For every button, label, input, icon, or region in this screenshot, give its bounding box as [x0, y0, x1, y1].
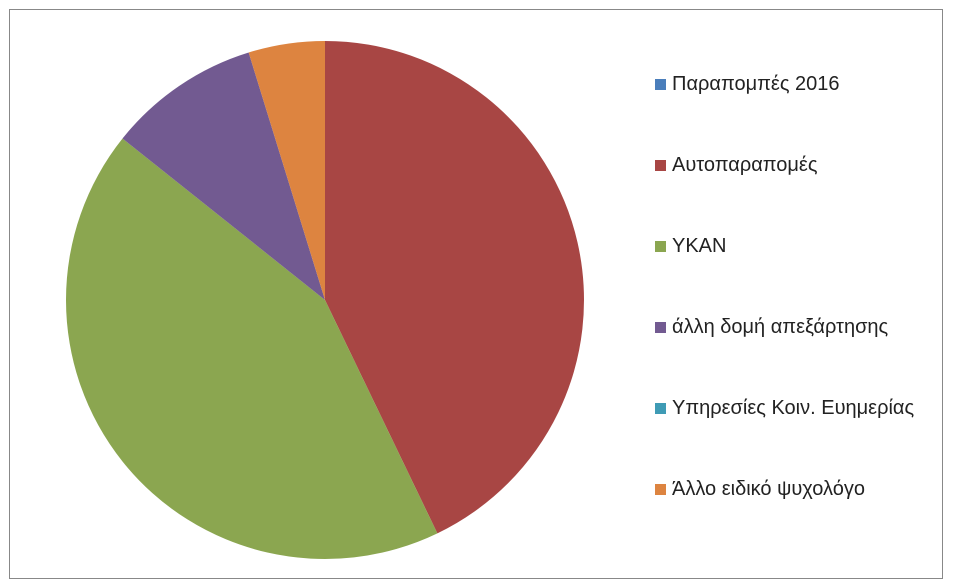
legend-swatch	[655, 160, 666, 171]
pie-slice	[65, 138, 438, 560]
legend-label: ΥΚΑΝ	[672, 235, 727, 257]
legend-swatch	[655, 403, 666, 414]
legend-item: άλλη δομή απεξάρτησης	[655, 312, 940, 342]
legend-item: Παραπομπές 2016	[655, 69, 940, 99]
legend-swatch	[655, 484, 666, 495]
legend-label: Υπηρεσίες Κοιν. Ευημερίας	[672, 397, 915, 419]
pie-slice	[325, 41, 585, 534]
pie-slice	[122, 52, 325, 301]
chart-frame	[9, 9, 943, 579]
pie-slice	[248, 41, 325, 300]
legend-item: Άλλο ειδικό ψυχολόγο	[655, 474, 940, 504]
legend-label: άλλη δομή απεξάρτησης	[672, 316, 889, 338]
legend-swatch	[655, 322, 666, 333]
legend-label: Αυτοπαραπομές	[672, 154, 818, 176]
legend-swatch	[655, 241, 666, 252]
legend-item: ΥΚΑΝ	[655, 231, 940, 261]
legend-item: Αυτοπαραπομές	[655, 150, 940, 180]
legend-item: Υπηρεσίες Κοιν. Ευημερίας	[655, 393, 940, 423]
legend-label: Άλλο ειδικό ψυχολόγο	[672, 478, 865, 500]
legend-swatch	[655, 79, 666, 90]
legend-label: Παραπομπές 2016	[672, 73, 840, 95]
